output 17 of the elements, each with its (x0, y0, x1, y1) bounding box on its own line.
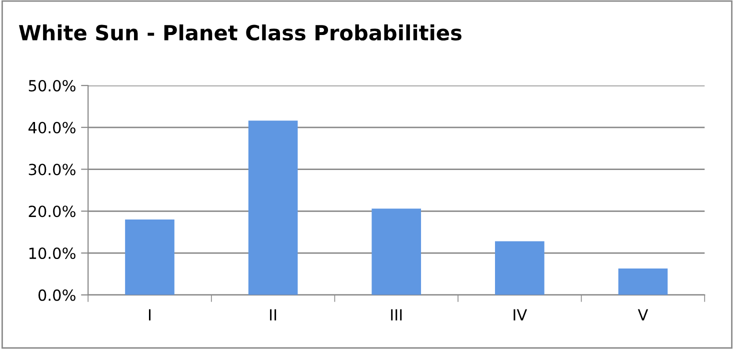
y-tick-label: 0.0% (38, 289, 76, 301)
bar (372, 208, 422, 295)
y-tick-label: 10.0% (29, 247, 76, 260)
bar (618, 268, 668, 295)
bar (248, 120, 298, 295)
y-tick-label: 20.0% (28, 206, 76, 218)
y-tick-label: 40.0% (28, 122, 76, 134)
x-tick-label: III (391, 309, 402, 320)
y-tick-label: 30.0% (28, 164, 76, 176)
bar (495, 241, 544, 295)
y-tick-label: 50.0% (28, 80, 76, 92)
x-tick-label: IV (514, 309, 528, 320)
x-tick-label: II (270, 309, 276, 320)
x-tick-label: V (638, 309, 648, 320)
bar (125, 220, 174, 295)
chart-title: White Sun - Planet Class Probabilities (18, 24, 462, 41)
x-tick-label: I (148, 309, 150, 320)
